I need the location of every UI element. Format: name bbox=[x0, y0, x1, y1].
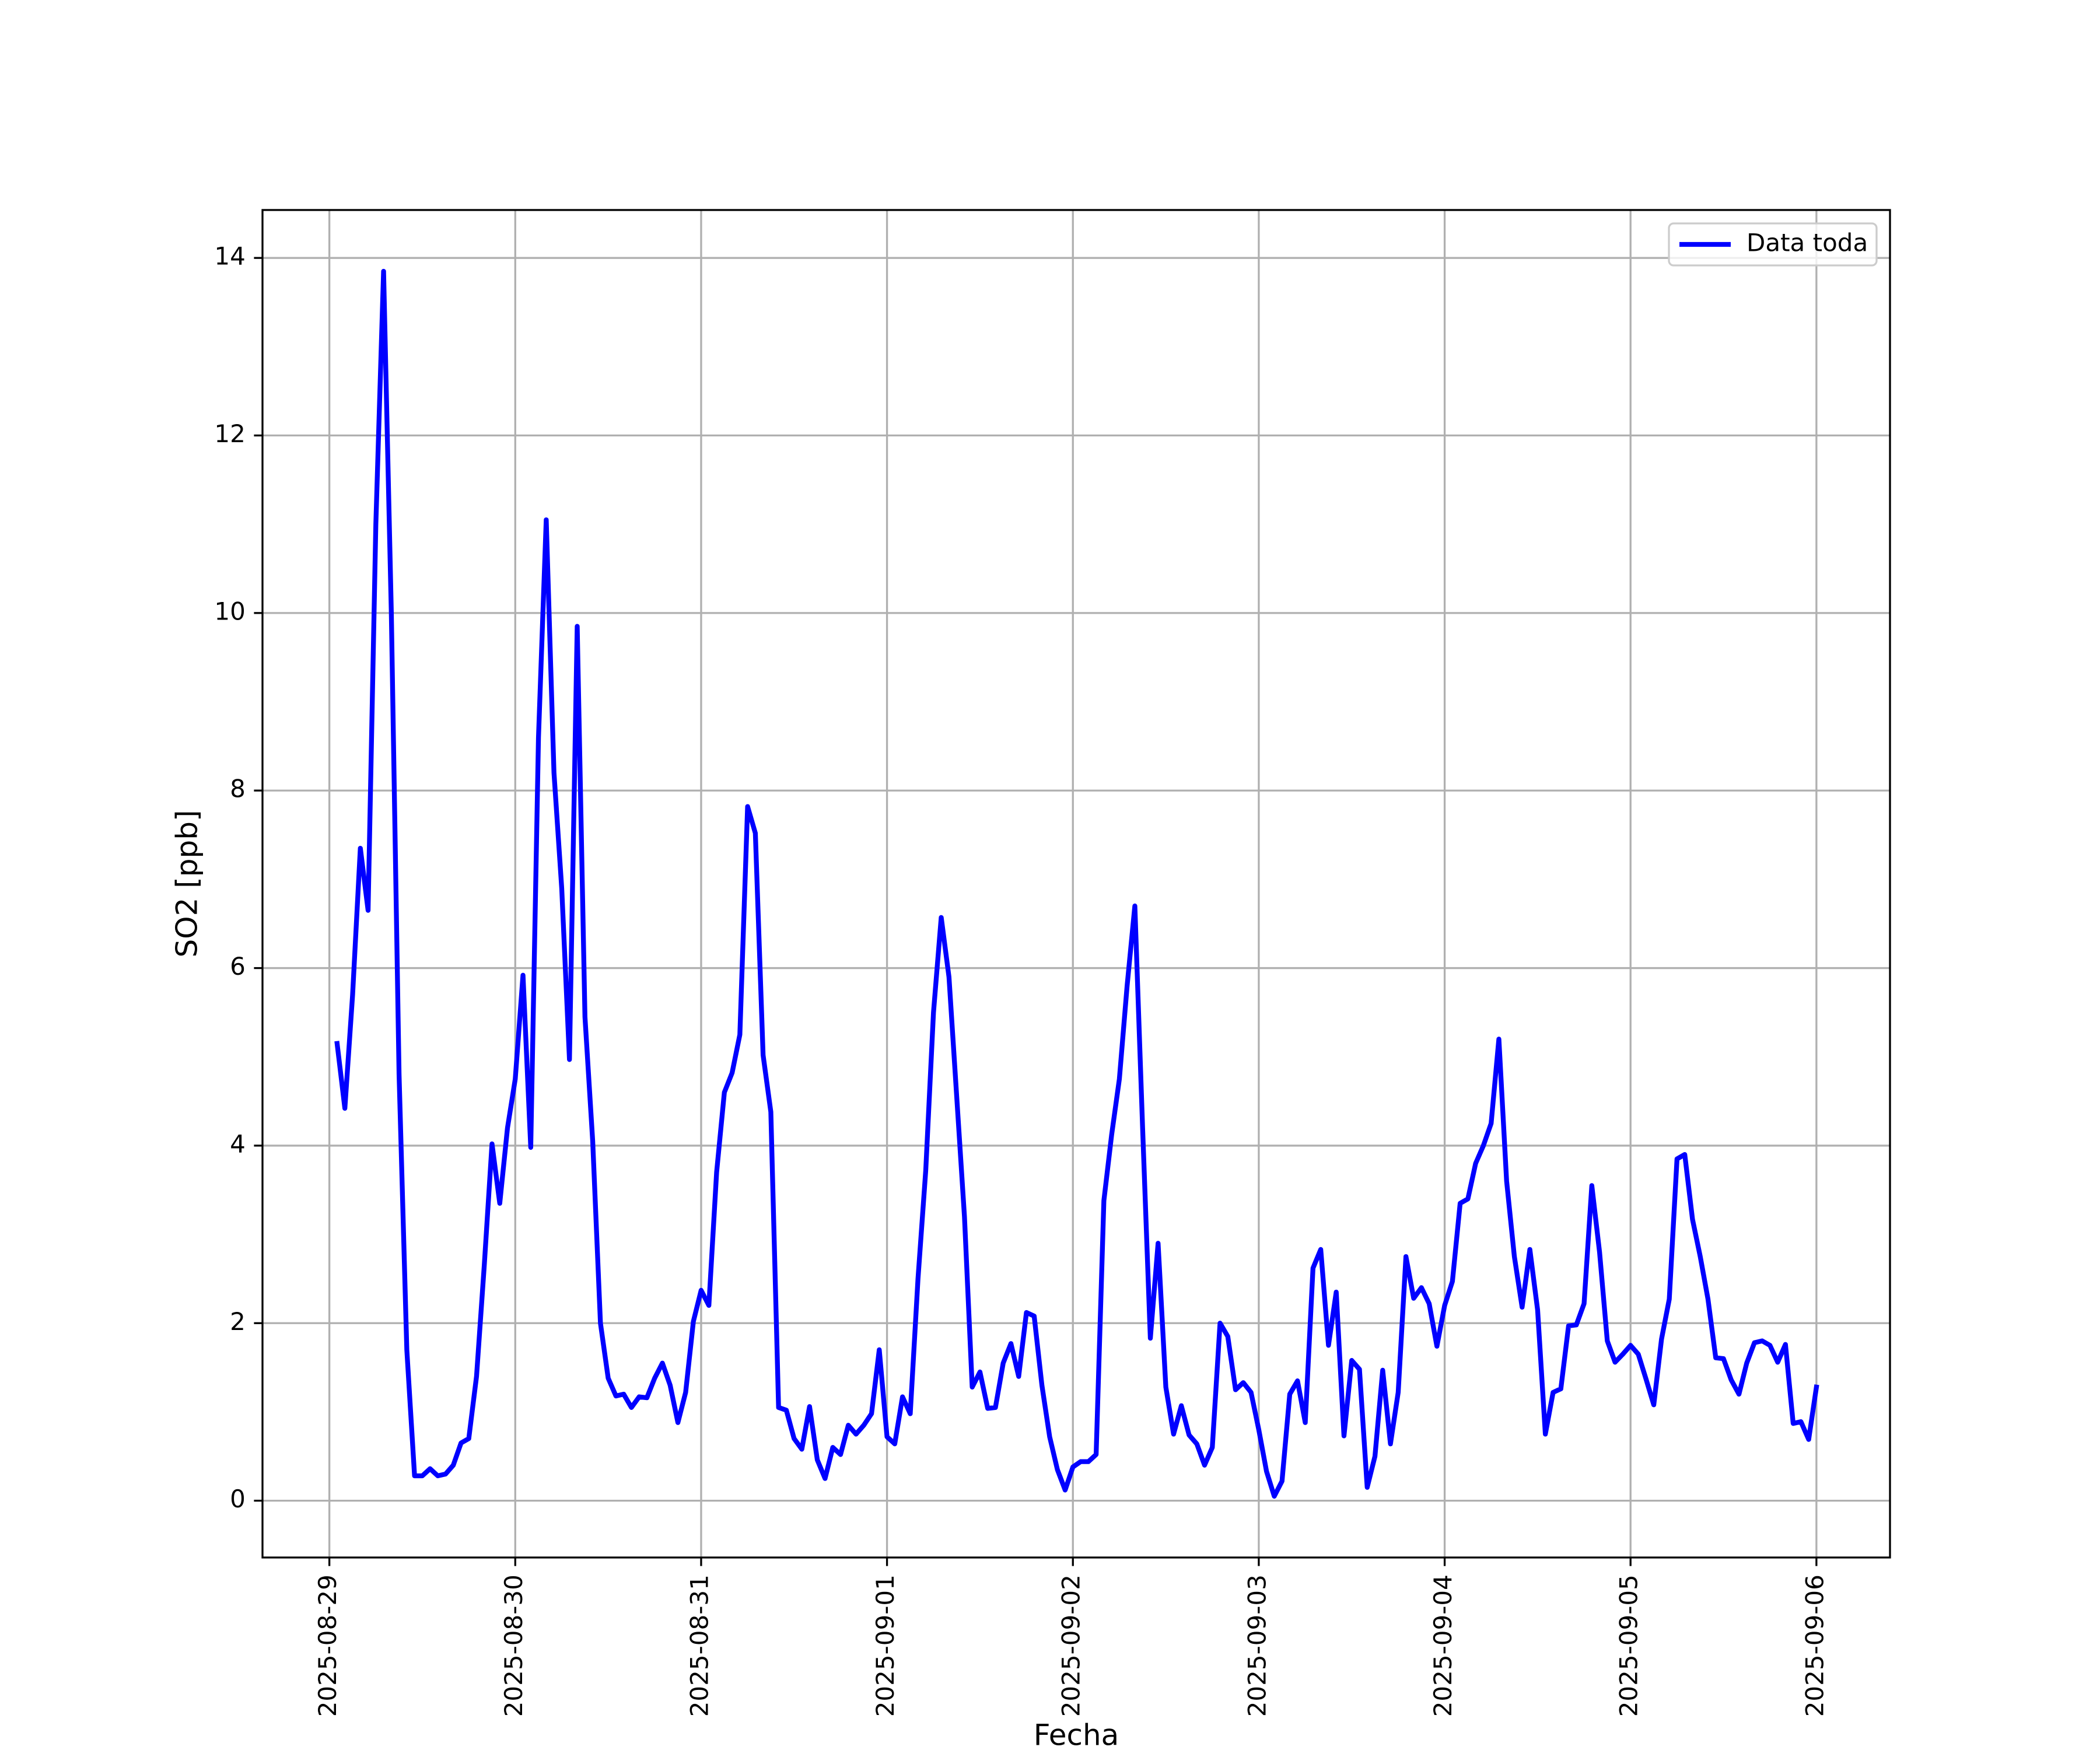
legend-box bbox=[1668, 222, 1878, 267]
y-tick-label: 6 bbox=[230, 952, 246, 981]
legend-label: Data toda bbox=[1746, 229, 1868, 257]
y-tick-label: 10 bbox=[214, 597, 245, 625]
y-tick-label: 4 bbox=[230, 1129, 246, 1158]
y-tick-label: 0 bbox=[230, 1485, 246, 1513]
x-tick-label: 2025-09-04 bbox=[1429, 1574, 1457, 1717]
x-axis-label: Fecha bbox=[1034, 1718, 1119, 1750]
x-tick-label: 2025-09-03 bbox=[1242, 1574, 1271, 1717]
plot-area bbox=[334, 268, 1819, 1499]
y-axis-label: SO2 [ppb] bbox=[170, 810, 204, 957]
x-tick-label: 2025-09-06 bbox=[1800, 1574, 1829, 1717]
x-tick-label: 2025-09-05 bbox=[1615, 1574, 1643, 1717]
data-line bbox=[334, 268, 1819, 1499]
x-tick-label: 2025-09-02 bbox=[1057, 1574, 1086, 1717]
y-tick-label: 14 bbox=[214, 242, 245, 271]
x-tick-label: 2025-08-30 bbox=[499, 1574, 528, 1717]
x-tick-label: 2025-09-01 bbox=[871, 1574, 900, 1717]
y-tick-label: 12 bbox=[214, 419, 245, 448]
x-tick-label: 2025-08-31 bbox=[685, 1574, 713, 1717]
axes-frame bbox=[261, 209, 1891, 1559]
y-tick-label: 2 bbox=[230, 1307, 246, 1336]
x-tick-label: 2025-08-29 bbox=[313, 1574, 342, 1717]
y-tick-label: 8 bbox=[230, 775, 246, 803]
